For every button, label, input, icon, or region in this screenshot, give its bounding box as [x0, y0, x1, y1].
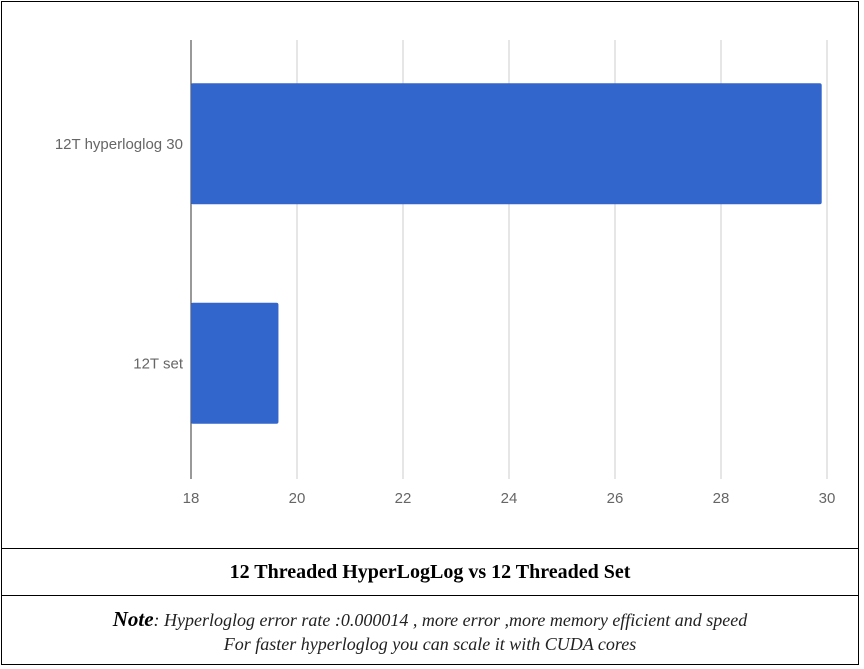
- x-tick-label: 18: [183, 490, 200, 507]
- bar-chart: 12T hyperloglog 30 12T set 18 20 22 24 26 28 30: [2, 2, 857, 548]
- x-tick-label: 28: [713, 490, 730, 507]
- note-key: Note: [112, 606, 154, 631]
- note-text-1: : Hyperloglog error rate :0.000014 , mor…: [153, 609, 748, 630]
- x-tick-label: 24: [501, 490, 518, 507]
- x-tick-label: 20: [289, 490, 306, 507]
- note-line-2: For faster hyperloglog you can scale it …: [223, 633, 637, 654]
- category-label: 12T hyperloglog 30: [55, 136, 183, 153]
- figure-note: Note: Hyperloglog error rate :0.000014 ,…: [2, 599, 858, 663]
- category-label: 12T set: [133, 355, 184, 372]
- bars: [191, 83, 822, 424]
- divider-bottom: [2, 595, 858, 596]
- bar: [191, 302, 279, 424]
- bar: [191, 83, 822, 205]
- divider-top: [2, 548, 858, 549]
- x-tick-label: 26: [607, 490, 624, 507]
- figure-caption: 12 Threaded HyperLogLog vs 12 Threaded S…: [229, 560, 631, 583]
- note-line-1: Note: Hyperloglog error rate :0.000014 ,…: [113, 607, 748, 632]
- category-labels: 12T hyperloglog 30 12T set: [55, 136, 184, 373]
- chart-svg: 12T hyperloglog 30 12T set 18 20 22 24 26 28 30: [55, 40, 836, 507]
- x-axis-ticks: 18 20 22 24 26 28 30: [183, 490, 836, 507]
- x-tick-label: 22: [395, 490, 412, 507]
- x-tick-label: 30: [819, 490, 836, 507]
